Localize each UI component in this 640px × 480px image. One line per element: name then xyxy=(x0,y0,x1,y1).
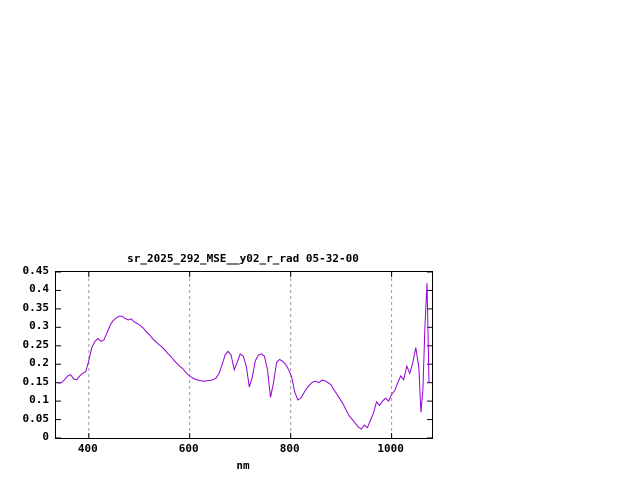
chart-title: sr_2025_292_MSE__y02_r_rad 05-32-00 xyxy=(127,252,359,265)
y-tick-label: 0.2 xyxy=(29,356,49,370)
x-tick-label: 800 xyxy=(279,442,300,455)
y-tick-label: 0.05 xyxy=(22,411,50,425)
y-tick-label: 0.45 xyxy=(22,264,50,277)
y-tick-label: 0.1 xyxy=(29,393,49,407)
x-tick-label: 1000 xyxy=(377,442,404,455)
y-tick-label: 0.15 xyxy=(22,374,50,388)
y-tick-label: 0.35 xyxy=(22,300,50,314)
x-tick-label: 600 xyxy=(178,442,199,455)
y-tick-label: 0 xyxy=(42,430,49,443)
x-axis-label: nm xyxy=(236,459,250,472)
y-tick-label: 0.4 xyxy=(29,282,49,296)
spectrum-line xyxy=(58,283,430,430)
plot-area xyxy=(55,271,433,439)
y-tick-label: 0.3 xyxy=(29,319,49,333)
x-tick-label: 400 xyxy=(77,442,98,455)
y-tick-label: 0.25 xyxy=(22,337,50,351)
